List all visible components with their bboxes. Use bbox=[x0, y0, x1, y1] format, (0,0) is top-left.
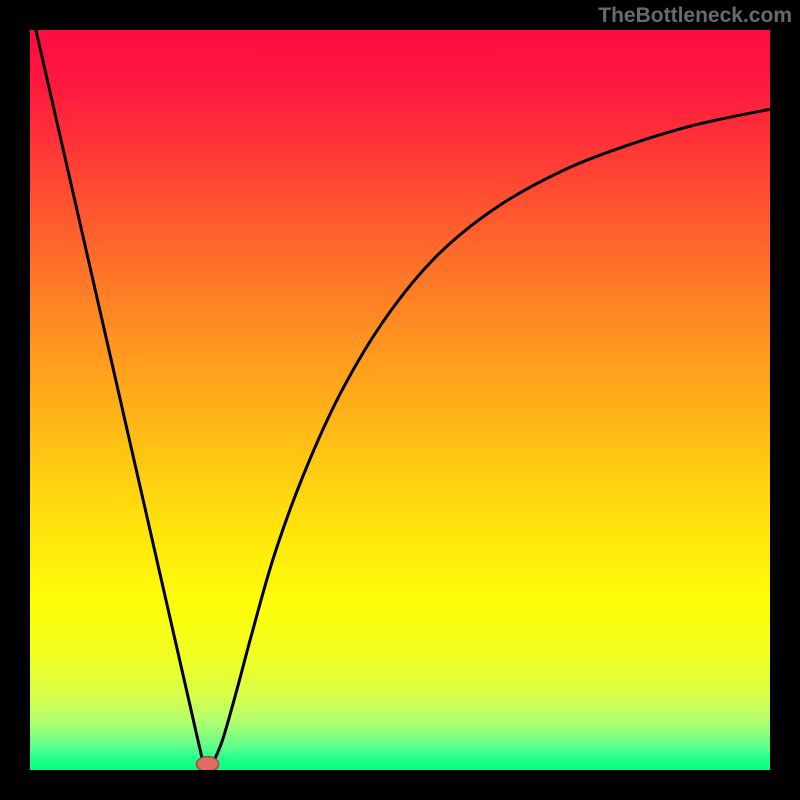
plot-area bbox=[30, 30, 770, 770]
attribution-text: TheBottleneck.com bbox=[598, 4, 792, 28]
plot-svg bbox=[30, 30, 770, 770]
minimum-marker bbox=[197, 757, 219, 770]
gradient-background bbox=[30, 30, 770, 770]
chart-container: TheBottleneck.com bbox=[0, 0, 800, 800]
